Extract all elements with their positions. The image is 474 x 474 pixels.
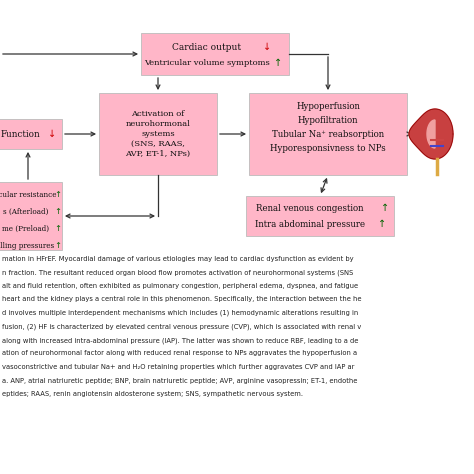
- Text: Renal venous congestion: Renal venous congestion: [256, 203, 364, 212]
- Text: heart and the kidney plays a central role in this phenomenon. Specifically, the : heart and the kidney plays a central rol…: [2, 297, 362, 302]
- Text: Intra abdominal pressure: Intra abdominal pressure: [255, 219, 365, 228]
- Text: Cardiac output: Cardiac output: [173, 43, 242, 52]
- Text: Ventricular volume symptoms: Ventricular volume symptoms: [144, 59, 270, 67]
- Text: ↑: ↑: [381, 203, 389, 213]
- Text: Function: Function: [0, 129, 40, 138]
- Text: eptides; RAAS, renin angiotensin aldosterone system; SNS, sympathetic nervous sy: eptides; RAAS, renin angiotensin aldoste…: [2, 391, 303, 397]
- Text: Hyporesponsivness to NPs: Hyporesponsivness to NPs: [270, 144, 386, 153]
- FancyBboxPatch shape: [0, 119, 62, 149]
- FancyBboxPatch shape: [141, 33, 289, 75]
- Text: Tubular Na⁺ reabsorption: Tubular Na⁺ reabsorption: [272, 129, 384, 138]
- Text: s (Afterload): s (Afterload): [3, 208, 49, 216]
- Text: vasoconstrictive and tubular Na+ and H₂O retaining properties which further aggr: vasoconstrictive and tubular Na+ and H₂O…: [2, 364, 355, 370]
- Polygon shape: [427, 120, 435, 148]
- Text: Activation of
neurohormonal
systems
(SNS, RAAS,
AVP, ET-1, NPs): Activation of neurohormonal systems (SNS…: [126, 110, 191, 157]
- Text: Hypoperfusion: Hypoperfusion: [296, 101, 360, 110]
- Text: ation of neurohormonal factor along with reduced renal response to NPs aggravate: ation of neurohormonal factor along with…: [2, 350, 357, 356]
- Text: illing pressures: illing pressures: [0, 242, 54, 250]
- Text: ↓: ↓: [48, 129, 56, 139]
- Text: icular resistance: icular resistance: [0, 191, 56, 199]
- Text: fusion, (2) HF is characterized by elevated central venous pressure (CVP), which: fusion, (2) HF is characterized by eleva…: [2, 323, 361, 330]
- Text: mation in HFrEF. Myocardial damage of various etiologies may lead to cardiac dys: mation in HFrEF. Myocardial damage of va…: [2, 256, 354, 262]
- Polygon shape: [409, 109, 453, 159]
- Text: ↑: ↑: [378, 219, 386, 229]
- Text: ↓: ↓: [263, 42, 271, 52]
- Text: a. ANP, atrial natriuretic peptide; BNP, brain natriuretic peptide; AVP, arginin: a. ANP, atrial natriuretic peptide; BNP,…: [2, 377, 357, 383]
- Text: ↑: ↑: [55, 207, 62, 216]
- Text: ↑: ↑: [55, 190, 62, 199]
- Text: Hypofiltration: Hypofiltration: [298, 116, 358, 125]
- Text: ↑: ↑: [55, 241, 62, 250]
- FancyBboxPatch shape: [249, 93, 407, 175]
- Text: alt and fluid retention, often exhibited as pulmonary congestion, peripheral ede: alt and fluid retention, often exhibited…: [2, 283, 358, 289]
- Text: along with increased intra-abdominal pressure (IAP). The latter was shown to red: along with increased intra-abdominal pre…: [2, 337, 358, 344]
- Text: ↑: ↑: [55, 224, 62, 233]
- FancyBboxPatch shape: [246, 196, 394, 236]
- Text: n fraction. The resultant reduced organ blood flow promotes activation of neuroh: n fraction. The resultant reduced organ …: [2, 270, 353, 276]
- FancyBboxPatch shape: [0, 182, 62, 250]
- FancyBboxPatch shape: [99, 93, 217, 175]
- Text: ↑: ↑: [274, 58, 282, 68]
- Text: d involves multiple interdependent mechanisms which includes (1) hemodynamic alt: d involves multiple interdependent mecha…: [2, 310, 358, 317]
- Text: me (Preload): me (Preload): [2, 225, 50, 233]
